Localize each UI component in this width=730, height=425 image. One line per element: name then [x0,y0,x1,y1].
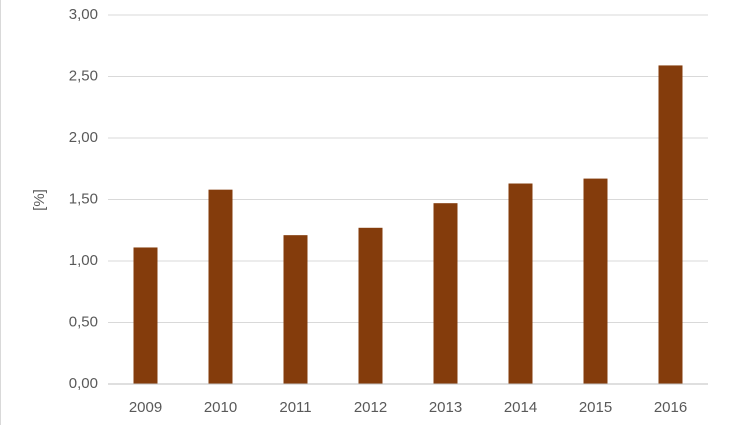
x-tick-label: 2016 [654,399,687,416]
y-axis-label: [%] [31,189,48,211]
bar [433,203,458,384]
y-tick-label: 2,50 [69,67,98,84]
bar [583,178,608,384]
x-tick-label: 2013 [429,399,462,416]
bar [208,189,233,384]
bar [133,247,158,384]
x-tick-label: 2014 [504,399,537,416]
bar [283,235,308,384]
y-tick-label: 1,50 [69,190,98,207]
x-tick-label: 2010 [204,399,237,416]
bar [658,65,683,385]
y-tick-label: 2,00 [69,129,98,146]
bar [358,227,383,384]
y-tick-label: 3,00 [69,6,98,23]
x-tick-label: 2015 [579,399,612,416]
bar [508,183,533,384]
y-tick-label: 0,00 [69,375,98,392]
y-tick-label: 1,00 [69,252,98,269]
y-tick-label: 0,50 [69,313,98,330]
x-tick-label: 2009 [129,399,162,416]
x-tick-label: 2012 [354,399,387,416]
x-tick-label: 2011 [279,399,311,416]
